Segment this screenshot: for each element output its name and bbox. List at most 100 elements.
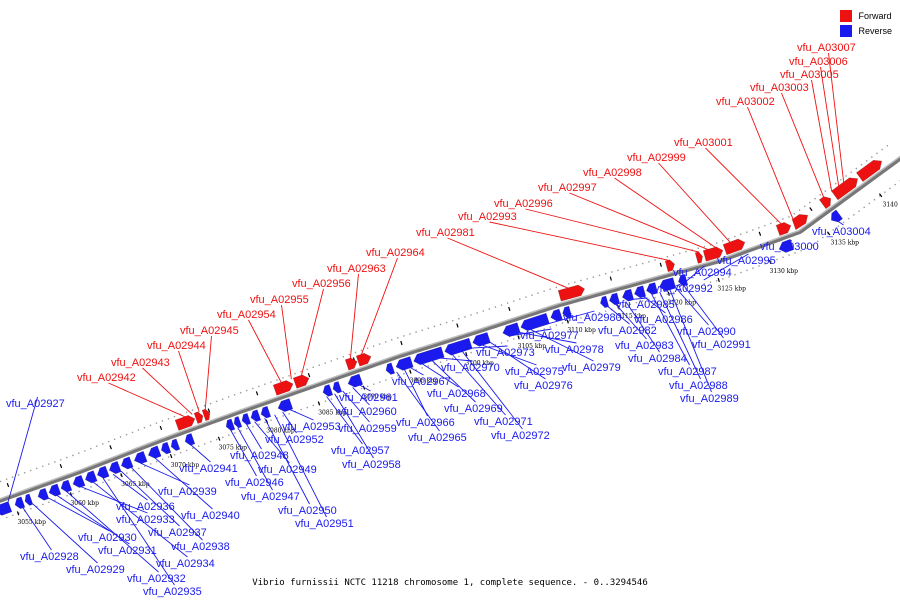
gene-label-reverse[interactable]: vfu_A02950 [278,505,337,517]
gene-label-reverse[interactable]: vfu_A02976 [514,380,573,392]
gene-label-reverse[interactable]: vfu_A02972 [491,430,550,442]
gene-label-forward[interactable]: vfu_A02981 [416,227,475,239]
gene-label-forward[interactable]: vfu_A02956 [292,278,351,290]
gene-label-forward[interactable]: vfu_A02999 [627,152,686,164]
gene-label-reverse[interactable]: vfu_A02995 [717,255,776,267]
reverse-gene [609,292,621,306]
leader-line-forward [489,221,670,261]
leader-line-forward [178,350,200,413]
gene-label-reverse[interactable]: vfu_A02949 [258,464,317,476]
gene-label-reverse[interactable]: vfu_A02965 [408,432,467,444]
gene-label-reverse[interactable]: vfu_A02988 [669,380,728,392]
gene-label-reverse[interactable]: vfu_A02970 [441,362,500,374]
gene-label-forward[interactable]: vfu_A02998 [583,167,642,179]
gene-label-reverse[interactable]: vfu_A02978 [545,344,604,356]
gene-label-forward[interactable]: vfu_A02955 [250,294,309,306]
gene-label-forward[interactable]: vfu_A02945 [180,325,239,337]
gene-label-forward[interactable]: vfu_A02997 [538,182,597,194]
gene-label-reverse[interactable]: vfu_A02989 [680,393,739,405]
gene-label-forward[interactable]: vfu_A02963 [327,263,386,275]
major-tick [768,259,772,265]
gene-label-reverse[interactable]: vfu_A02946 [225,477,284,489]
gene-label-reverse[interactable]: vfu_A02939 [158,486,217,498]
major-tick [317,401,321,406]
gene-label-forward[interactable]: vfu_A02964 [366,247,425,259]
forward-gene [830,177,859,201]
gene-label-reverse[interactable]: vfu_A02984 [628,353,687,365]
gene-label-reverse[interactable]: vfu_A02975 [505,366,564,378]
leader-line-forward [281,304,292,380]
gene-label-reverse[interactable]: vfu_A02990 [677,326,736,338]
gene-label-forward[interactable]: vfu_A03006 [789,56,848,68]
major-tick [409,369,412,374]
gene-label-reverse[interactable]: vfu_A02977 [520,330,579,342]
gene-label-reverse[interactable]: vfu_A02938 [171,541,230,553]
reverse-gene [260,405,272,419]
gene-label-forward[interactable]: vfu_A02954 [217,309,276,321]
gene-label-reverse[interactable]: vfu_A02994 [673,267,732,279]
gene-label-reverse[interactable]: vfu_A02936 [116,501,175,513]
gene-label-reverse[interactable]: vfu_A02992 [654,283,713,295]
reverse-gene [37,487,50,501]
gene-label-forward[interactable]: vfu_A02944 [147,340,206,352]
gene-label-reverse[interactable]: vfu_A02931 [98,545,157,557]
gene-label-reverse[interactable]: vfu_A02958 [342,459,401,471]
gene-label-forward[interactable]: vfu_A03002 [716,96,775,108]
gene-label-reverse[interactable]: vfu_A03000 [760,241,819,253]
gene-label-reverse[interactable]: vfu_A02973 [476,347,535,359]
gene-label-reverse[interactable]: vfu_A02966 [396,417,455,429]
gene-label-reverse[interactable]: vfu_A02980 [563,312,622,324]
gene-label-forward[interactable]: vfu_A03007 [797,42,856,54]
gene-label-forward[interactable]: vfu_A02993 [458,211,517,223]
gene-label-reverse[interactable]: vfu_A02941 [179,463,238,475]
leader-line-reverse [112,473,148,501]
gene-label-forward[interactable]: vfu_A02942 [77,372,136,384]
leader-line-layer [4,52,845,586]
gene-label-reverse[interactable]: vfu_A02983 [615,340,674,352]
gene-label-forward[interactable]: vfu_A02943 [111,357,170,369]
gene-label-reverse[interactable]: vfu_A02952 [265,434,324,446]
gene-label-reverse[interactable]: vfu_A02982 [598,325,657,337]
gene-label-reverse[interactable]: vfu_A02928 [20,551,79,563]
gene-label-reverse[interactable]: vfu_A02933 [116,514,175,526]
gene-label-reverse[interactable]: vfu_A02929 [66,564,125,576]
gene-label-reverse[interactable]: vfu_A02969 [444,403,503,415]
reverse-gene [520,312,550,332]
gene-label-reverse[interactable]: vfu_A02967 [392,376,451,388]
gene-label-forward[interactable]: vfu_A03001 [674,137,733,149]
gene-label-forward[interactable]: vfu_A03005 [780,69,839,81]
gene-label-reverse[interactable]: vfu_A02948 [230,450,289,462]
gene-label-reverse[interactable]: vfu_A02959 [338,423,397,435]
gene-label-reverse[interactable]: vfu_A02968 [427,388,486,400]
gene-label-reverse[interactable]: vfu_A02961 [339,392,398,404]
gene-label-reverse[interactable]: vfu_A02951 [295,518,354,530]
gene-label-reverse[interactable]: vfu_A02957 [331,445,390,457]
gene-label-reverse[interactable]: vfu_A02991 [692,339,751,351]
gene-label-forward[interactable]: vfu_A03003 [750,82,809,94]
gene-label-reverse[interactable]: vfu_A02960 [338,406,397,418]
gene-label-reverse[interactable]: vfu_A02947 [241,491,300,503]
gene-label-reverse[interactable]: vfu_A02979 [562,362,621,374]
gene-label-reverse[interactable]: vfu_A02987 [658,366,717,378]
gene-label-forward[interactable]: vfu_A02996 [494,198,553,210]
gene-label-reverse[interactable]: vfu_A02937 [148,527,207,539]
gene-label-reverse[interactable]: vfu_A02986 [634,314,693,326]
gene-label-reverse[interactable]: vfu_A02940 [181,510,240,522]
gene-label-reverse[interactable]: vfu_A03004 [812,226,871,238]
reverse-gene [395,356,414,371]
gene-label-reverse[interactable]: vfu_A02927 [6,398,65,410]
gene-label-reverse[interactable]: vfu_A02935 [143,586,202,598]
gene-label-reverse[interactable]: vfu_A02953 [282,421,341,433]
leader-line-reverse [80,486,148,514]
gene-label-reverse[interactable]: vfu_A02932 [127,573,186,585]
legend-label-forward: Forward [858,10,892,21]
major-tick [59,463,63,469]
leader-line-forward [614,177,717,249]
gene-label-reverse[interactable]: vfu_A02934 [156,558,215,570]
gene-label-reverse[interactable]: vfu_A02971 [474,416,533,428]
gene-label-reverse[interactable]: vfu_A02985 [616,299,675,311]
gene-label-reverse[interactable]: vfu_A02930 [78,532,137,544]
tick-label: 3110 kbp [567,327,596,334]
